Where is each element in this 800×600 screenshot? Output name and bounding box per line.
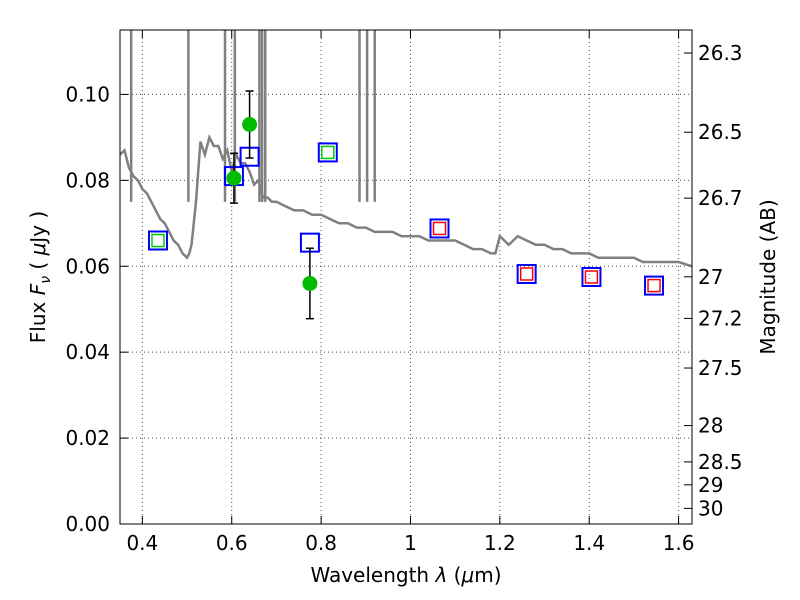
magnitude-tick-label: 30 [698, 496, 723, 520]
observed-flux-point [302, 275, 318, 291]
magnitude-tick-label: 26.7 [698, 186, 743, 210]
y-tick-label: 0.10 [65, 82, 110, 106]
x-tick-label: 0.4 [126, 531, 158, 555]
observed-flux-point [226, 170, 242, 186]
model-photometry-inner-square [321, 145, 335, 160]
model-photometry-square [429, 218, 450, 239]
magnitude-tick-label: 29 [698, 473, 723, 497]
y-tick-label: 0.04 [65, 340, 110, 364]
x-tick-label: 1.2 [484, 531, 516, 555]
y-tick-label: 0.00 [65, 512, 110, 536]
magnitude-tick-label: 26.3 [698, 41, 743, 65]
magnitude-tick-label: 27 [698, 265, 723, 289]
x-tick-label: 1 [404, 531, 417, 555]
plot-data [120, 30, 692, 320]
model-photometry-square [147, 230, 168, 251]
y-tick-label: 0.08 [65, 168, 110, 192]
model-photometry-inner-square [519, 267, 534, 281]
model-photometry-inner-square [151, 233, 165, 248]
magnitude-tick-label: 26.5 [698, 120, 743, 144]
magnitude-tick-label: 28 [698, 414, 723, 438]
x-tick-label: 1.6 [663, 531, 695, 555]
model-photometry-inner-square [584, 270, 599, 284]
x-axis-label: Wavelength λ (μm) [310, 563, 501, 587]
y-tick-label: 0.02 [65, 426, 110, 450]
model-photometry-inner-square [647, 278, 661, 293]
model-photometry-square [516, 263, 537, 284]
y-tick-label: 0.06 [65, 254, 110, 278]
observed-flux-point [242, 117, 258, 133]
magnitude-tick-label: 28.5 [698, 450, 743, 474]
magnitude-tick-label: 27.5 [698, 356, 743, 380]
magnitude-tick-label: 27.2 [698, 306, 743, 330]
model-sed-line [120, 133, 692, 268]
model-photometry-square [644, 275, 665, 296]
magnitude-axis-label: Magnitude (AB) [756, 199, 780, 354]
model-photometry-inner-square [432, 221, 447, 236]
plot-frame [119, 29, 693, 525]
x-tick-label: 0.6 [216, 531, 248, 555]
y-axis-label: Flux Fν ( μJy ) [26, 211, 54, 343]
x-tick-label: 0.8 [305, 531, 337, 555]
model-photometry-square [581, 267, 602, 287]
model-photometry-square [317, 142, 338, 163]
x-tick-label: 1.4 [573, 531, 605, 555]
axis-ticks: 0.4 0.6 0.8 1 1.2 1.4 1.6 0.00 0.02 0.04 0.06 0.08 0… [65, 30, 743, 555]
